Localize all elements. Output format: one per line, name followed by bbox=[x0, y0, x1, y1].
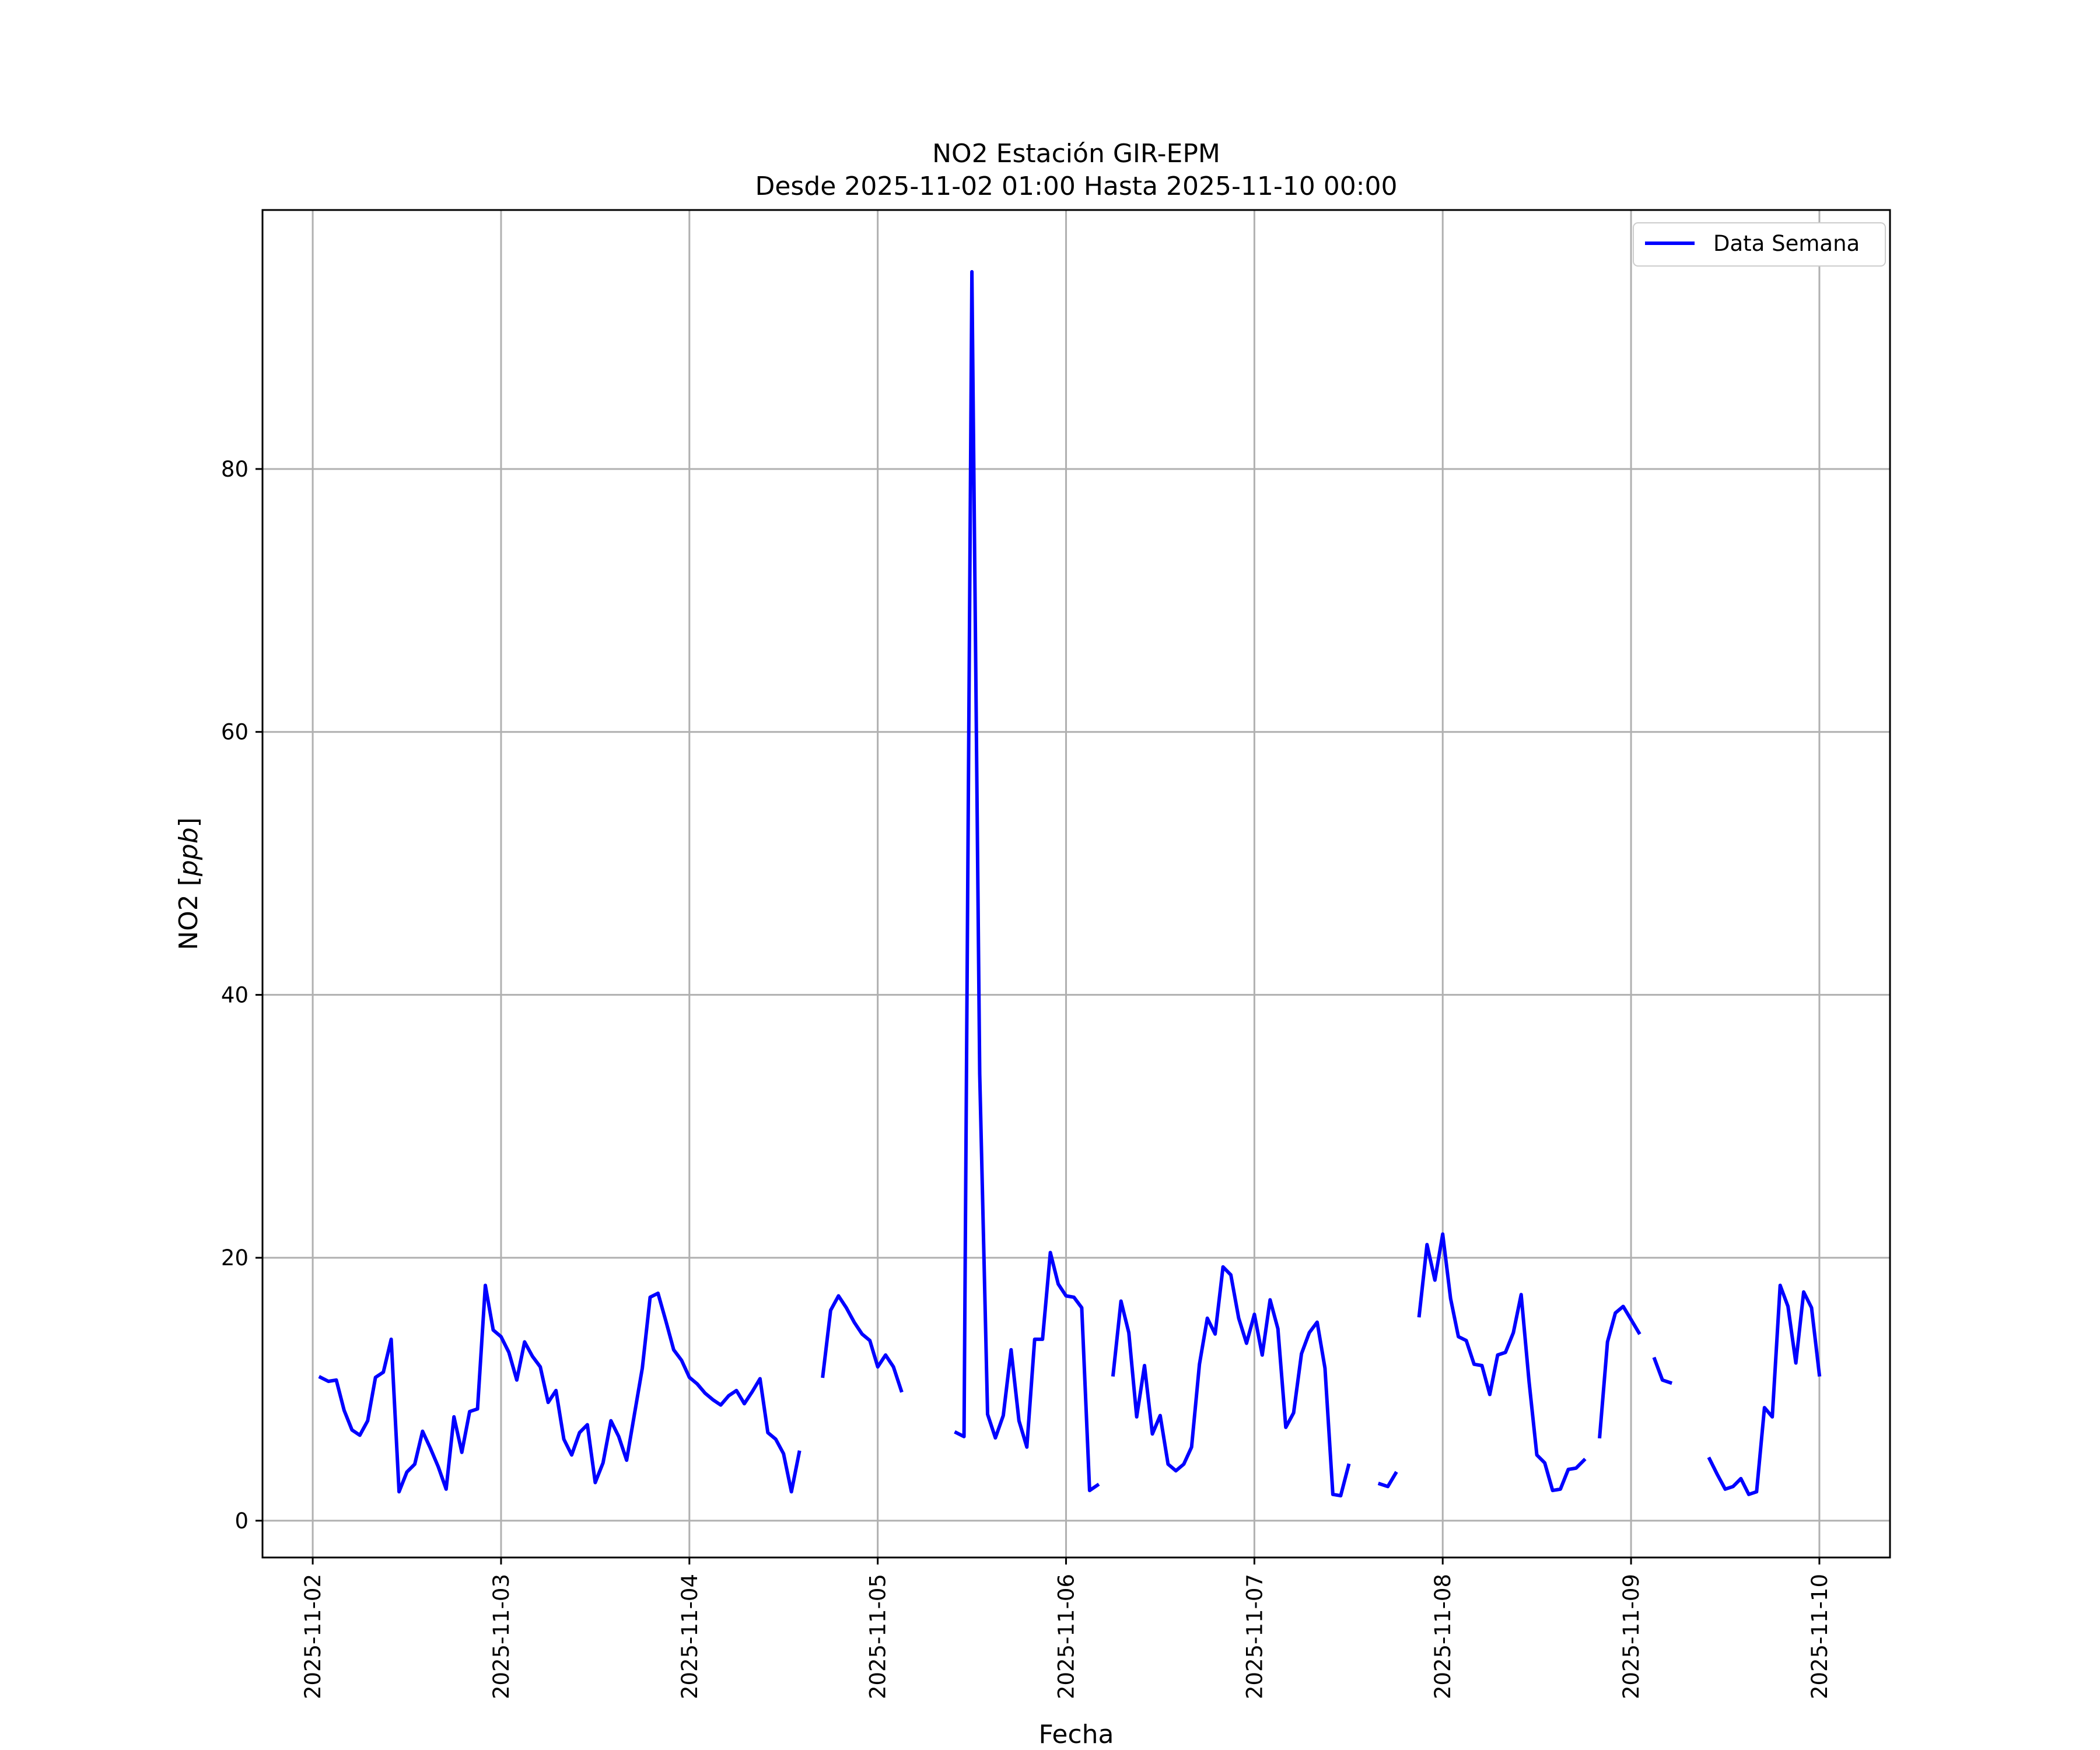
legend-box bbox=[1633, 222, 1886, 267]
y-axis-label-unit: ppb bbox=[174, 827, 204, 877]
x-tick-label: 2025-11-06 bbox=[1054, 1574, 1079, 1699]
x-tick-label: 2025-11-08 bbox=[1430, 1574, 1455, 1699]
y-tick-label: 40 bbox=[221, 982, 249, 1007]
y-tick-label: 0 bbox=[235, 1508, 249, 1534]
y-axis-label: NO2 [ppb] bbox=[174, 817, 204, 950]
series-line-segment bbox=[821, 1294, 904, 1393]
x-tick-label: 2025-11-10 bbox=[1807, 1574, 1832, 1699]
x-tick-label: 2025-11-07 bbox=[1242, 1574, 1267, 1699]
chart-title: NO2 Estación GIR-EPM bbox=[932, 139, 1220, 169]
y-axis-label-end: ] bbox=[174, 817, 204, 827]
series-line-segment bbox=[318, 1283, 802, 1494]
chart-subtitle: Desde 2025-11-02 01:00 Hasta 2025-11-10 … bbox=[755, 172, 1397, 201]
y-axis-ticks: 0 20 40 60 80 bbox=[221, 457, 262, 1534]
y-tick-label: 60 bbox=[221, 720, 249, 745]
x-axis-label: Fecha bbox=[1038, 1720, 1114, 1749]
plot-area-frame bbox=[261, 209, 1891, 1559]
series-line-segment bbox=[1707, 1283, 1822, 1496]
legend-label: Data Semana bbox=[1713, 231, 1860, 256]
series-lines bbox=[318, 270, 1822, 1498]
x-axis-ticks: 2025-11-02 2025-11-03 2025-11-04 2025-11-05… bbox=[300, 1558, 1832, 1699]
x-tick-label: 2025-11-05 bbox=[866, 1574, 891, 1699]
series-line-segment bbox=[1598, 1304, 1642, 1438]
series-line-segment bbox=[1652, 1356, 1673, 1385]
grid-lines bbox=[262, 210, 1890, 1558]
x-tick-label: 2025-11-03 bbox=[489, 1574, 514, 1699]
y-tick-label: 80 bbox=[221, 457, 249, 482]
series-line-segment bbox=[1417, 1232, 1587, 1493]
x-tick-label: 2025-11-02 bbox=[300, 1574, 326, 1699]
series-line-segment bbox=[1377, 1471, 1398, 1489]
series-line-segment bbox=[1111, 1265, 1351, 1498]
y-tick-label: 20 bbox=[221, 1245, 249, 1270]
legend: Data Semana bbox=[1633, 222, 1886, 267]
series-line-segment bbox=[954, 270, 1100, 1493]
x-tick-label: 2025-11-04 bbox=[677, 1574, 702, 1699]
y-axis-label-main: NO2 [ bbox=[174, 876, 204, 950]
x-tick-label: 2025-11-09 bbox=[1619, 1574, 1644, 1699]
